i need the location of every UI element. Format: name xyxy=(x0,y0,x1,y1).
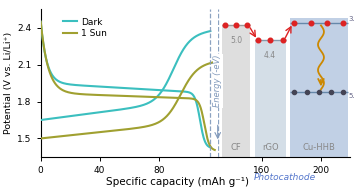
Text: Cu-HHB: Cu-HHB xyxy=(302,143,335,152)
Point xyxy=(222,24,228,27)
Bar xyxy=(222,25,250,157)
Point xyxy=(340,21,346,24)
Point xyxy=(244,24,250,27)
Point xyxy=(292,21,297,24)
Text: 4.4: 4.4 xyxy=(264,51,276,60)
Point xyxy=(328,90,334,93)
Point xyxy=(233,24,239,27)
Text: 3.56: 3.56 xyxy=(348,16,354,22)
Text: rGO: rGO xyxy=(262,143,278,152)
Point xyxy=(292,90,297,93)
Point xyxy=(308,21,314,24)
Y-axis label: Potential (V vs. Li/Li⁺): Potential (V vs. Li/Li⁺) xyxy=(4,32,13,134)
Point xyxy=(324,21,330,24)
Text: Energy (-eV): Energy (-eV) xyxy=(213,54,222,107)
Point xyxy=(304,90,309,93)
Point xyxy=(255,39,260,42)
Point xyxy=(316,90,321,93)
Point xyxy=(280,39,285,42)
Text: Specific capacity (mAh g⁻¹): Specific capacity (mAh g⁻¹) xyxy=(105,177,249,187)
Bar xyxy=(255,40,286,157)
Bar xyxy=(290,18,348,157)
Point xyxy=(340,90,346,93)
Text: 5.38: 5.38 xyxy=(348,93,354,99)
Point xyxy=(267,39,273,42)
Text: 5.0: 5.0 xyxy=(230,36,242,46)
Legend: Dark, 1 Sun: Dark, 1 Sun xyxy=(59,14,110,41)
Text: Photocathode: Photocathode xyxy=(254,173,316,182)
Text: CF: CF xyxy=(231,143,241,152)
